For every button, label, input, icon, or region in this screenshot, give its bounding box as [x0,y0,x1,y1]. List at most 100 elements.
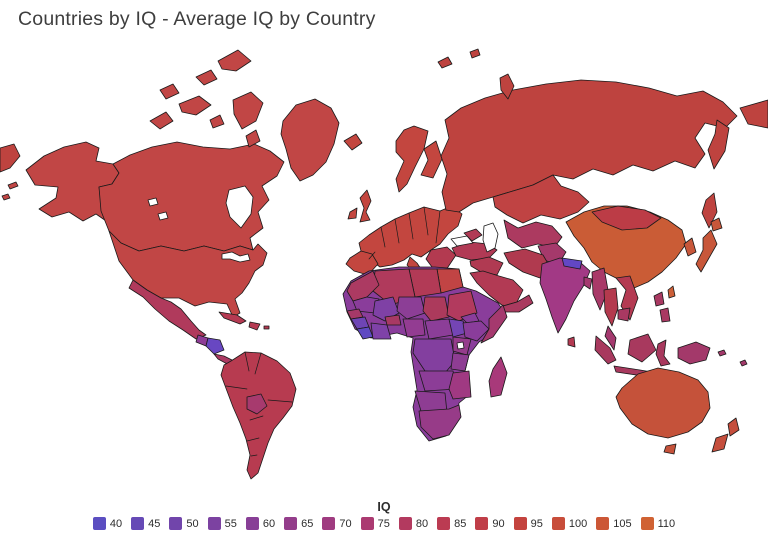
legend-item-105[interactable]: 105 [596,517,632,530]
legend-swatch [360,517,374,530]
region-iceland[interactable] [343,133,363,151]
region-ireland[interactable] [347,207,358,220]
region-kamchatka[interactable] [707,119,730,170]
legend-label: 60 [262,517,276,530]
legend-label: 105 [613,517,632,530]
legend-item-85[interactable]: 85 [437,517,466,530]
region-cambodia[interactable] [617,307,631,322]
legend-label: 65 [301,517,314,530]
legend-item-70[interactable]: 70 [322,517,352,530]
legend-swatch [169,517,183,530]
region-sri-lanka[interactable] [567,336,576,348]
legend-item-65[interactable]: 65 [284,517,313,530]
region-russia-east-wrap[interactable] [739,99,768,129]
region-iberia[interactable] [345,250,379,276]
region-uk[interactable] [359,189,372,223]
region-south-america[interactable] [220,351,297,480]
legend-item-90[interactable]: 90 [475,517,505,530]
region-somalia[interactable] [480,304,508,344]
region-svalbard[interactable] [437,48,515,100]
region-vietnam-laos[interactable] [615,275,639,321]
legend-item-45[interactable]: 45 [131,517,160,530]
region-bolivia[interactable] [246,393,268,415]
region-ethiopia[interactable] [462,320,490,342]
region-new-zealand[interactable] [711,417,740,453]
region-bangladesh[interactable] [583,276,593,290]
region-central-asia[interactable] [503,219,563,249]
region-new-guinea[interactable] [677,341,748,367]
region-mexico[interactable] [128,279,207,340]
region-ghana-ivory-coast[interactable] [370,322,392,340]
region-japan[interactable] [695,217,723,273]
legend-label: 80 [415,517,429,530]
region-borneo[interactable] [627,333,657,363]
legend-item-75[interactable]: 75 [360,517,390,530]
region-myanmar[interactable] [591,267,609,311]
caspian-sea [482,222,499,253]
region-philippines[interactable] [653,291,671,323]
region-sumatra[interactable] [594,335,617,365]
region-honduras-nicaragua[interactable] [205,337,225,355]
great-lakes [221,251,251,263]
legend-item-50[interactable]: 50 [169,517,199,530]
region-tanzania[interactable] [450,352,470,372]
region-europe-mainland[interactable] [358,205,463,268]
legend-item-40[interactable]: 40 [92,517,122,530]
hudson-bay [225,185,254,229]
region-malaysia[interactable] [604,325,617,351]
page-title: Countries by IQ - Average IQ by Country [18,8,376,30]
legend-swatch [596,517,610,530]
region-sulawesi[interactable] [655,339,671,367]
region-nepal[interactable] [561,257,583,270]
region-saudi-arabia[interactable] [469,270,524,307]
region-china[interactable] [565,205,687,289]
legend-item-95[interactable]: 95 [513,517,543,530]
region-india[interactable] [539,257,591,334]
region-finland[interactable] [420,140,443,179]
legend-item-80[interactable]: 80 [398,517,429,530]
legend-label: 100 [568,517,588,530]
south-america-borders [225,351,293,457]
region-cameroon-car[interactable] [424,318,454,340]
legend-item-60[interactable]: 60 [245,517,276,530]
region-australia[interactable] [615,367,711,439]
region-chad[interactable] [422,296,450,322]
region-hispaniola[interactable] [248,321,270,331]
region-thailand[interactable] [603,287,619,327]
region-mozambique-zimbabwe[interactable] [448,370,472,400]
legend-item-100[interactable]: 100 [551,517,588,530]
region-korea[interactable] [683,237,697,257]
region-burkina-faso[interactable] [384,314,402,326]
region-canada[interactable] [98,141,285,252]
legend-swatch [131,517,145,530]
region-russia[interactable] [440,79,738,213]
legend-swatch [398,517,412,530]
great-bear-lake [147,197,169,221]
region-niger[interactable] [396,296,426,320]
region-madagascar[interactable] [488,356,508,398]
region-taiwan[interactable] [667,285,676,299]
region-arctic-islands[interactable] [149,49,264,148]
legend-swatch [551,517,565,530]
legend-label: 55 [224,517,237,530]
region-greenland[interactable] [280,98,340,182]
legend-item-110[interactable]: 110 [640,517,675,530]
region-sakhalin[interactable] [701,192,718,229]
region-kazakhstan[interactable] [492,174,590,224]
legend-swatch [245,517,259,530]
legend-swatch [322,517,336,530]
region-scandinavia[interactable] [395,125,429,193]
region-mongolia[interactable] [591,205,662,231]
region-tasmania[interactable] [663,443,677,455]
region-cuba[interactable] [218,311,247,325]
legend-swatch [92,517,106,530]
region-russia-west-wrap[interactable] [0,143,21,173]
europe-borders [368,206,441,260]
legend-item-55[interactable]: 55 [207,517,237,530]
legend-title: IQ [377,500,391,514]
region-nigeria[interactable] [402,318,426,338]
region-south-africa[interactable] [418,404,462,440]
region-aleutians[interactable] [1,181,19,201]
legend-label: 85 [454,517,467,530]
